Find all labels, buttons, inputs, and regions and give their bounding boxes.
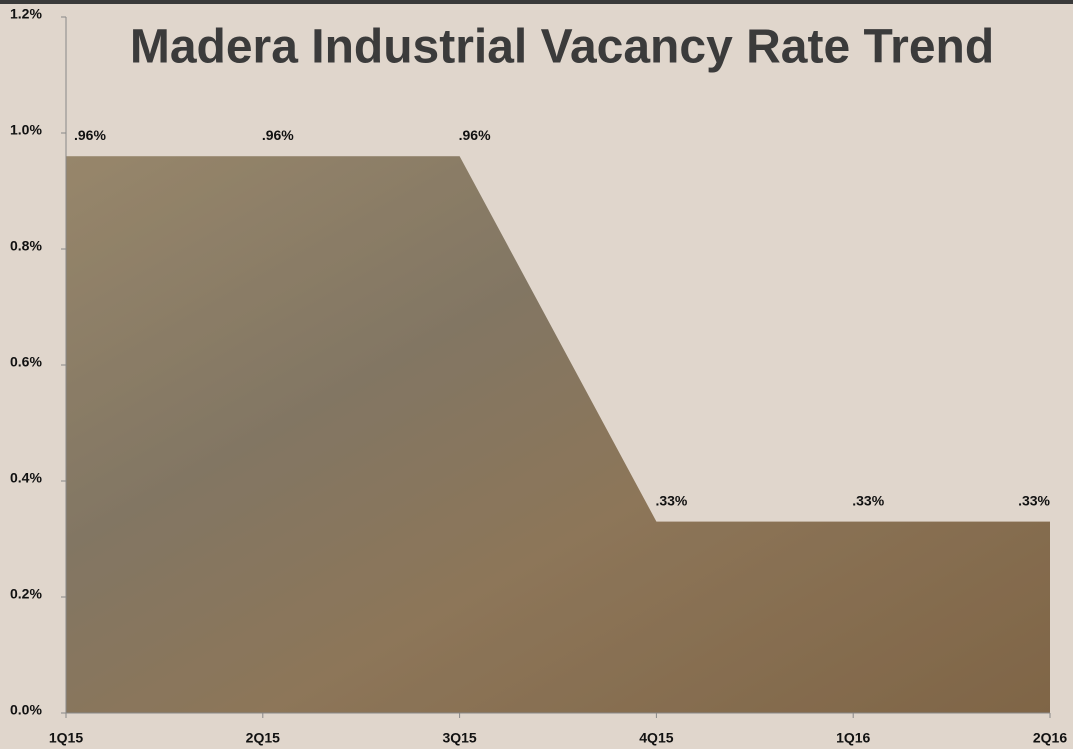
y-tick-label: 0.2% xyxy=(10,586,42,602)
y-tick-label: 0.6% xyxy=(10,354,42,370)
chart-title: Madera Industrial Vacancy Rate Trend xyxy=(130,21,994,74)
data-label: .33% xyxy=(1018,492,1050,508)
data-label: .33% xyxy=(852,492,884,508)
x-tick-label: 1Q16 xyxy=(836,730,870,746)
y-tick-label: 0.4% xyxy=(10,470,42,486)
x-tick-label: 1Q15 xyxy=(49,730,83,746)
top-bar xyxy=(0,0,1073,4)
x-tick-label: 2Q16 xyxy=(1033,730,1067,746)
data-label: .96% xyxy=(459,127,491,143)
x-tick-label: 3Q15 xyxy=(442,730,476,746)
chart: Madera Industrial Vacancy Rate Trend 0.0… xyxy=(0,0,1073,749)
data-label: .33% xyxy=(655,492,687,508)
y-tick-label: 1.2% xyxy=(10,6,42,22)
data-label: .96% xyxy=(262,127,294,143)
x-tick-label: 2Q15 xyxy=(246,730,280,746)
area-tint xyxy=(66,156,1050,713)
x-tick-label: 4Q15 xyxy=(639,730,673,746)
data-label: .96% xyxy=(74,127,106,143)
y-tick-label: 0.8% xyxy=(10,238,42,254)
y-tick-label: 0.0% xyxy=(10,702,42,718)
y-tick-label: 1.0% xyxy=(10,122,42,138)
